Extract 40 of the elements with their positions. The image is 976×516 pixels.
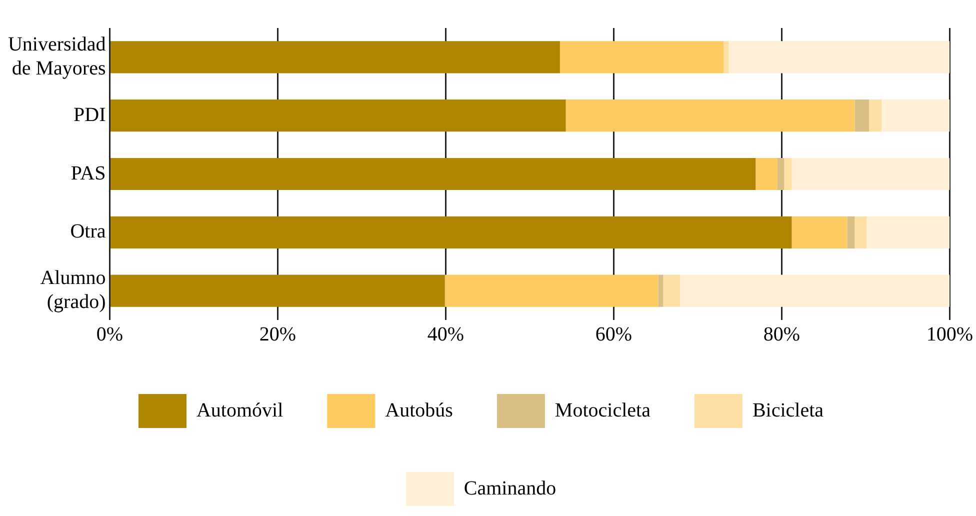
y-tick-label: Universidad de Mayores [8,33,106,80]
x-tick-label: 100% [926,323,974,346]
bar [866,216,950,248]
bar [784,158,792,190]
y-tick-label: Alumno (grado) [40,267,106,314]
x-tick-label: 0% [96,323,124,346]
y-tick-label: PDI [74,104,106,126]
bar [658,274,664,307]
bar [756,158,778,190]
x-tick-label: 20% [259,323,296,346]
bar [854,100,870,132]
bar [566,100,855,132]
bar [724,41,729,74]
legend-label: Bicicleta [752,399,824,422]
x-tick-label: 60% [595,323,632,346]
bar [792,216,848,248]
bar [869,100,882,132]
bar [110,158,756,190]
bar [110,100,566,132]
bar [444,274,658,307]
bar [110,216,792,248]
legend-label: Motocicleta [554,399,651,422]
bar [680,274,950,307]
bar [110,41,560,74]
bar [792,158,950,190]
legend-label: Autobús [385,399,454,422]
bar [847,216,855,248]
x-tick-label: 40% [427,323,464,346]
bar [882,100,950,132]
x-tick-label: 80% [763,323,800,346]
bar [110,274,445,307]
legend-label: Caminando [464,477,556,500]
bar [560,41,724,74]
y-tick-label: PAS [70,162,106,184]
legend-label: Automóvil [196,399,284,422]
bar [663,274,680,307]
bar [777,158,784,190]
bar [854,216,867,248]
y-tick-label: Otra [70,220,106,243]
bar [728,41,950,74]
